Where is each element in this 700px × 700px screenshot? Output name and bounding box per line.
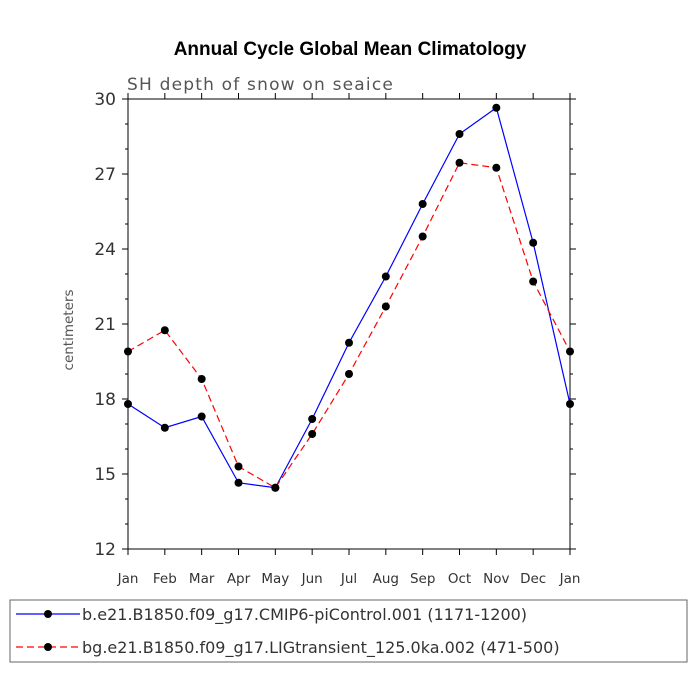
series-2-point [529, 277, 538, 286]
y-tick-label: 24 [94, 240, 116, 260]
series-1-point [308, 415, 317, 423]
x-tick-label: Nov [483, 571, 509, 587]
series-1-point [566, 400, 574, 408]
x-tick-label: Aug [373, 571, 399, 587]
legend-label-2: bg.e21.B1850.f09_g17.LIGtransient_125.0k… [82, 638, 560, 658]
x-tick-label: Dec [520, 571, 546, 587]
series-1-point [345, 338, 353, 347]
x-tick-label: Mar [189, 571, 215, 587]
series-2-point [271, 483, 280, 492]
x-tick-label: Jan [559, 571, 581, 587]
series-1-point [492, 103, 501, 112]
y-tick-label: 15 [94, 465, 116, 485]
series-1-point [381, 272, 390, 281]
y-tick-label: 21 [94, 315, 116, 335]
legend: b.e21.B1850.f09_g17.CMIP6-piControl.001 … [9, 599, 688, 663]
y-tick-label: 27 [94, 165, 116, 185]
series-1-point [529, 238, 538, 247]
legend-box [9, 599, 688, 663]
series-layer [124, 103, 574, 492]
series-2-point [566, 347, 574, 356]
series-1-point [124, 400, 132, 408]
series-line-2 [127, 162, 571, 489]
series-2-point [197, 375, 206, 383]
x-tick-label: Jan [117, 571, 139, 587]
x-tick-label: Feb [153, 571, 177, 587]
chart-title: Annual Cycle Global Mean Climatology [174, 39, 527, 60]
legend-marker-1 [44, 610, 52, 618]
x-tick-label: Jun [301, 571, 323, 587]
series-1-point [234, 478, 243, 487]
legend-items: b.e21.B1850.f09_g17.CMIP6-piControl.001 … [16, 605, 560, 658]
series-2-point [308, 430, 317, 438]
x-tick-label: Sep [410, 571, 435, 587]
y-tick-label: 18 [94, 390, 116, 410]
axes: 12 15 18 21 24 27 30 Jan Feb Mar Apr May Jun Jul Aug Se… [94, 90, 580, 587]
chart-subtitle: SH depth of snow on seaice [127, 75, 394, 95]
series-2-point [234, 462, 243, 471]
series-2-point [345, 370, 353, 378]
series-2-point [455, 158, 464, 167]
series-2-point [381, 302, 390, 311]
series-1-point [455, 130, 464, 138]
series-1-point [197, 412, 206, 421]
x-tick-label: May [261, 571, 289, 587]
legend-marker-2 [44, 643, 52, 651]
legend-label-1: b.e21.B1850.f09_g17.CMIP6-piControl.001 … [82, 605, 527, 625]
plot-frame [127, 98, 571, 550]
x-tick-label: Jul [340, 571, 357, 587]
series-2-point [418, 232, 427, 241]
series-1-point [418, 200, 427, 208]
y-axis-label: centimeters [61, 290, 77, 371]
y-tick-label: 30 [94, 90, 116, 110]
series-2-point [160, 326, 169, 335]
series-1-point [160, 423, 169, 432]
series-2-point [124, 347, 132, 356]
x-tick-label: Apr [227, 571, 251, 587]
series-2-point [492, 163, 501, 172]
y-tick-label: 12 [94, 540, 116, 560]
x-tick-label: Oct [448, 571, 471, 587]
series-line-1 [127, 106, 571, 489]
